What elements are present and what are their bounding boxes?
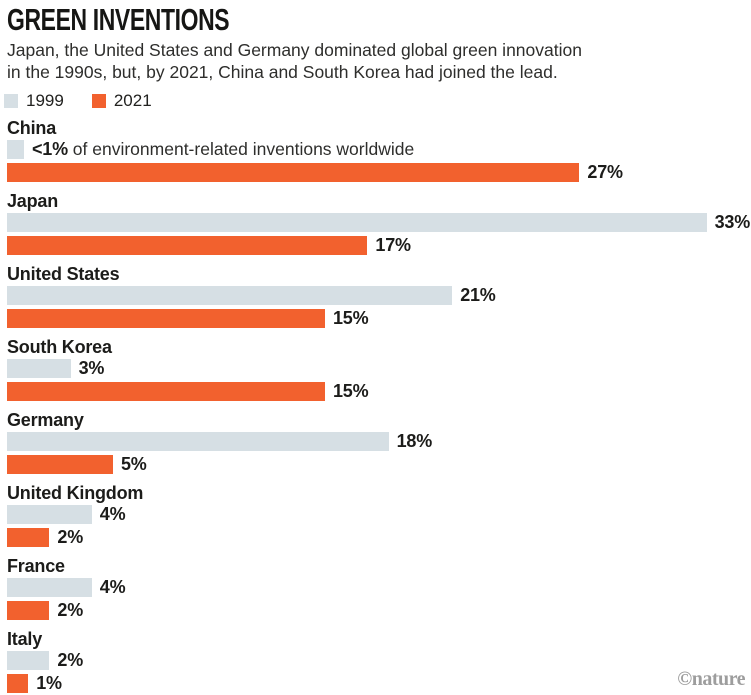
bar-1999 <box>7 213 707 232</box>
subtitle-line-1: Japan, the United States and Germany dom… <box>7 40 582 60</box>
legend-label-1999: 1999 <box>26 91 64 110</box>
bar-value-label: 3% <box>78 358 105 378</box>
country-section: Germany 18% 5% <box>7 410 751 474</box>
country-section: China <1% of environment-related inventio… <box>7 118 751 182</box>
bar-value-label: 4% <box>99 577 126 597</box>
legend-item-1999: 1999 <box>4 91 64 111</box>
bar-row-1999: 4% <box>7 504 751 524</box>
bar-1999 <box>7 578 92 597</box>
country-label: China <box>7 118 57 138</box>
bar-value-label: 21% <box>460 285 496 305</box>
country-label: France <box>7 556 65 576</box>
bar-row-2021: 2% <box>7 527 751 547</box>
country-label: Italy <box>7 629 43 649</box>
country-label: Germany <box>7 410 84 430</box>
bar-value-label: 17% <box>375 235 411 255</box>
bar-2021 <box>7 163 580 182</box>
bar-row-1999: 4% <box>7 577 751 597</box>
bar-2021 <box>7 309 325 328</box>
bar-row-1999: 2% <box>7 650 751 670</box>
bar-1999 <box>7 432 389 451</box>
bar-2021 <box>7 601 50 620</box>
country-section: Japan 33% 17% <box>7 191 751 255</box>
bar-2021 <box>7 236 368 255</box>
country-label: South Korea <box>7 337 112 357</box>
bar-row-2021: 15% <box>7 381 751 401</box>
bar-value-label: 4% <box>99 504 126 524</box>
bar-value-label: 2% <box>57 527 84 547</box>
bar-row-1999: 21% <box>7 285 751 305</box>
bar-row-2021: 1% <box>7 673 751 693</box>
bar-1999 <box>7 505 92 524</box>
bar-chart: China <1% of environment-related inventio… <box>7 118 751 693</box>
country-section: South Korea 3% 15% <box>7 337 751 401</box>
bar-row-1999: <1% of environment-related inventions wo… <box>7 139 751 159</box>
bar-value-label: 27% <box>587 162 623 182</box>
bar-value-label: 15% <box>333 381 369 401</box>
bar-1999 <box>7 651 50 670</box>
country-section: United Kingdom 4% 2% <box>7 483 751 547</box>
bar-row-2021: 2% <box>7 600 751 620</box>
nature-credit: ©nature <box>677 668 745 690</box>
legend-item-2021: 2021 <box>91 91 152 111</box>
country-section: France 4% 2% <box>7 556 751 620</box>
bar-value-label: 33% <box>714 212 751 232</box>
bar-2021 <box>7 455 113 474</box>
bar-row-2021: 27% <box>7 162 751 182</box>
bar-value-label: 5% <box>121 454 147 474</box>
bar-value-label: 1% <box>36 673 62 693</box>
bar-value-label: 2% <box>57 650 84 670</box>
bar-value-label: 18% <box>396 431 433 451</box>
legend-swatch-1999-icon <box>4 94 18 108</box>
chart-subtitle: Japan, the United States and Germany dom… <box>7 40 751 83</box>
bar-2021 <box>7 674 29 693</box>
country-label: Japan <box>7 191 59 211</box>
country-label: United States <box>7 264 120 284</box>
legend: 1999 2021 <box>4 91 751 111</box>
bar-1999 <box>7 359 71 378</box>
bar-value-label: 2% <box>57 600 84 620</box>
bar-row-2021: 17% <box>7 235 751 255</box>
bar-annotation: of environment-related inventions worldw… <box>67 139 415 159</box>
page-title: GREEN INVENTIONS <box>7 2 230 37</box>
subtitle-line-2: in the 1990s, but, by 2021, China and So… <box>7 61 558 82</box>
country-label: United Kingdom <box>7 483 144 503</box>
legend-swatch-2021-icon <box>91 94 106 108</box>
bar-value-label: <1% of environment-related inventions wo… <box>32 139 415 159</box>
bar-2021 <box>7 382 325 401</box>
bar-row-2021: 15% <box>7 308 751 328</box>
bar-row-1999: 33% <box>7 212 751 232</box>
bar-2021 <box>7 528 50 547</box>
bar-1999 <box>7 286 453 305</box>
bar-value-label: 15% <box>333 308 369 328</box>
bar-row-1999: 18% <box>7 431 751 451</box>
bar-row-1999: 3% <box>7 358 751 378</box>
country-section: Italy 2% 1% <box>7 629 751 693</box>
bar-1999 <box>7 140 24 159</box>
legend-label-2021: 2021 <box>113 91 152 110</box>
bar-row-2021: 5% <box>7 454 751 474</box>
country-section: United States 21% 15% <box>7 264 751 328</box>
